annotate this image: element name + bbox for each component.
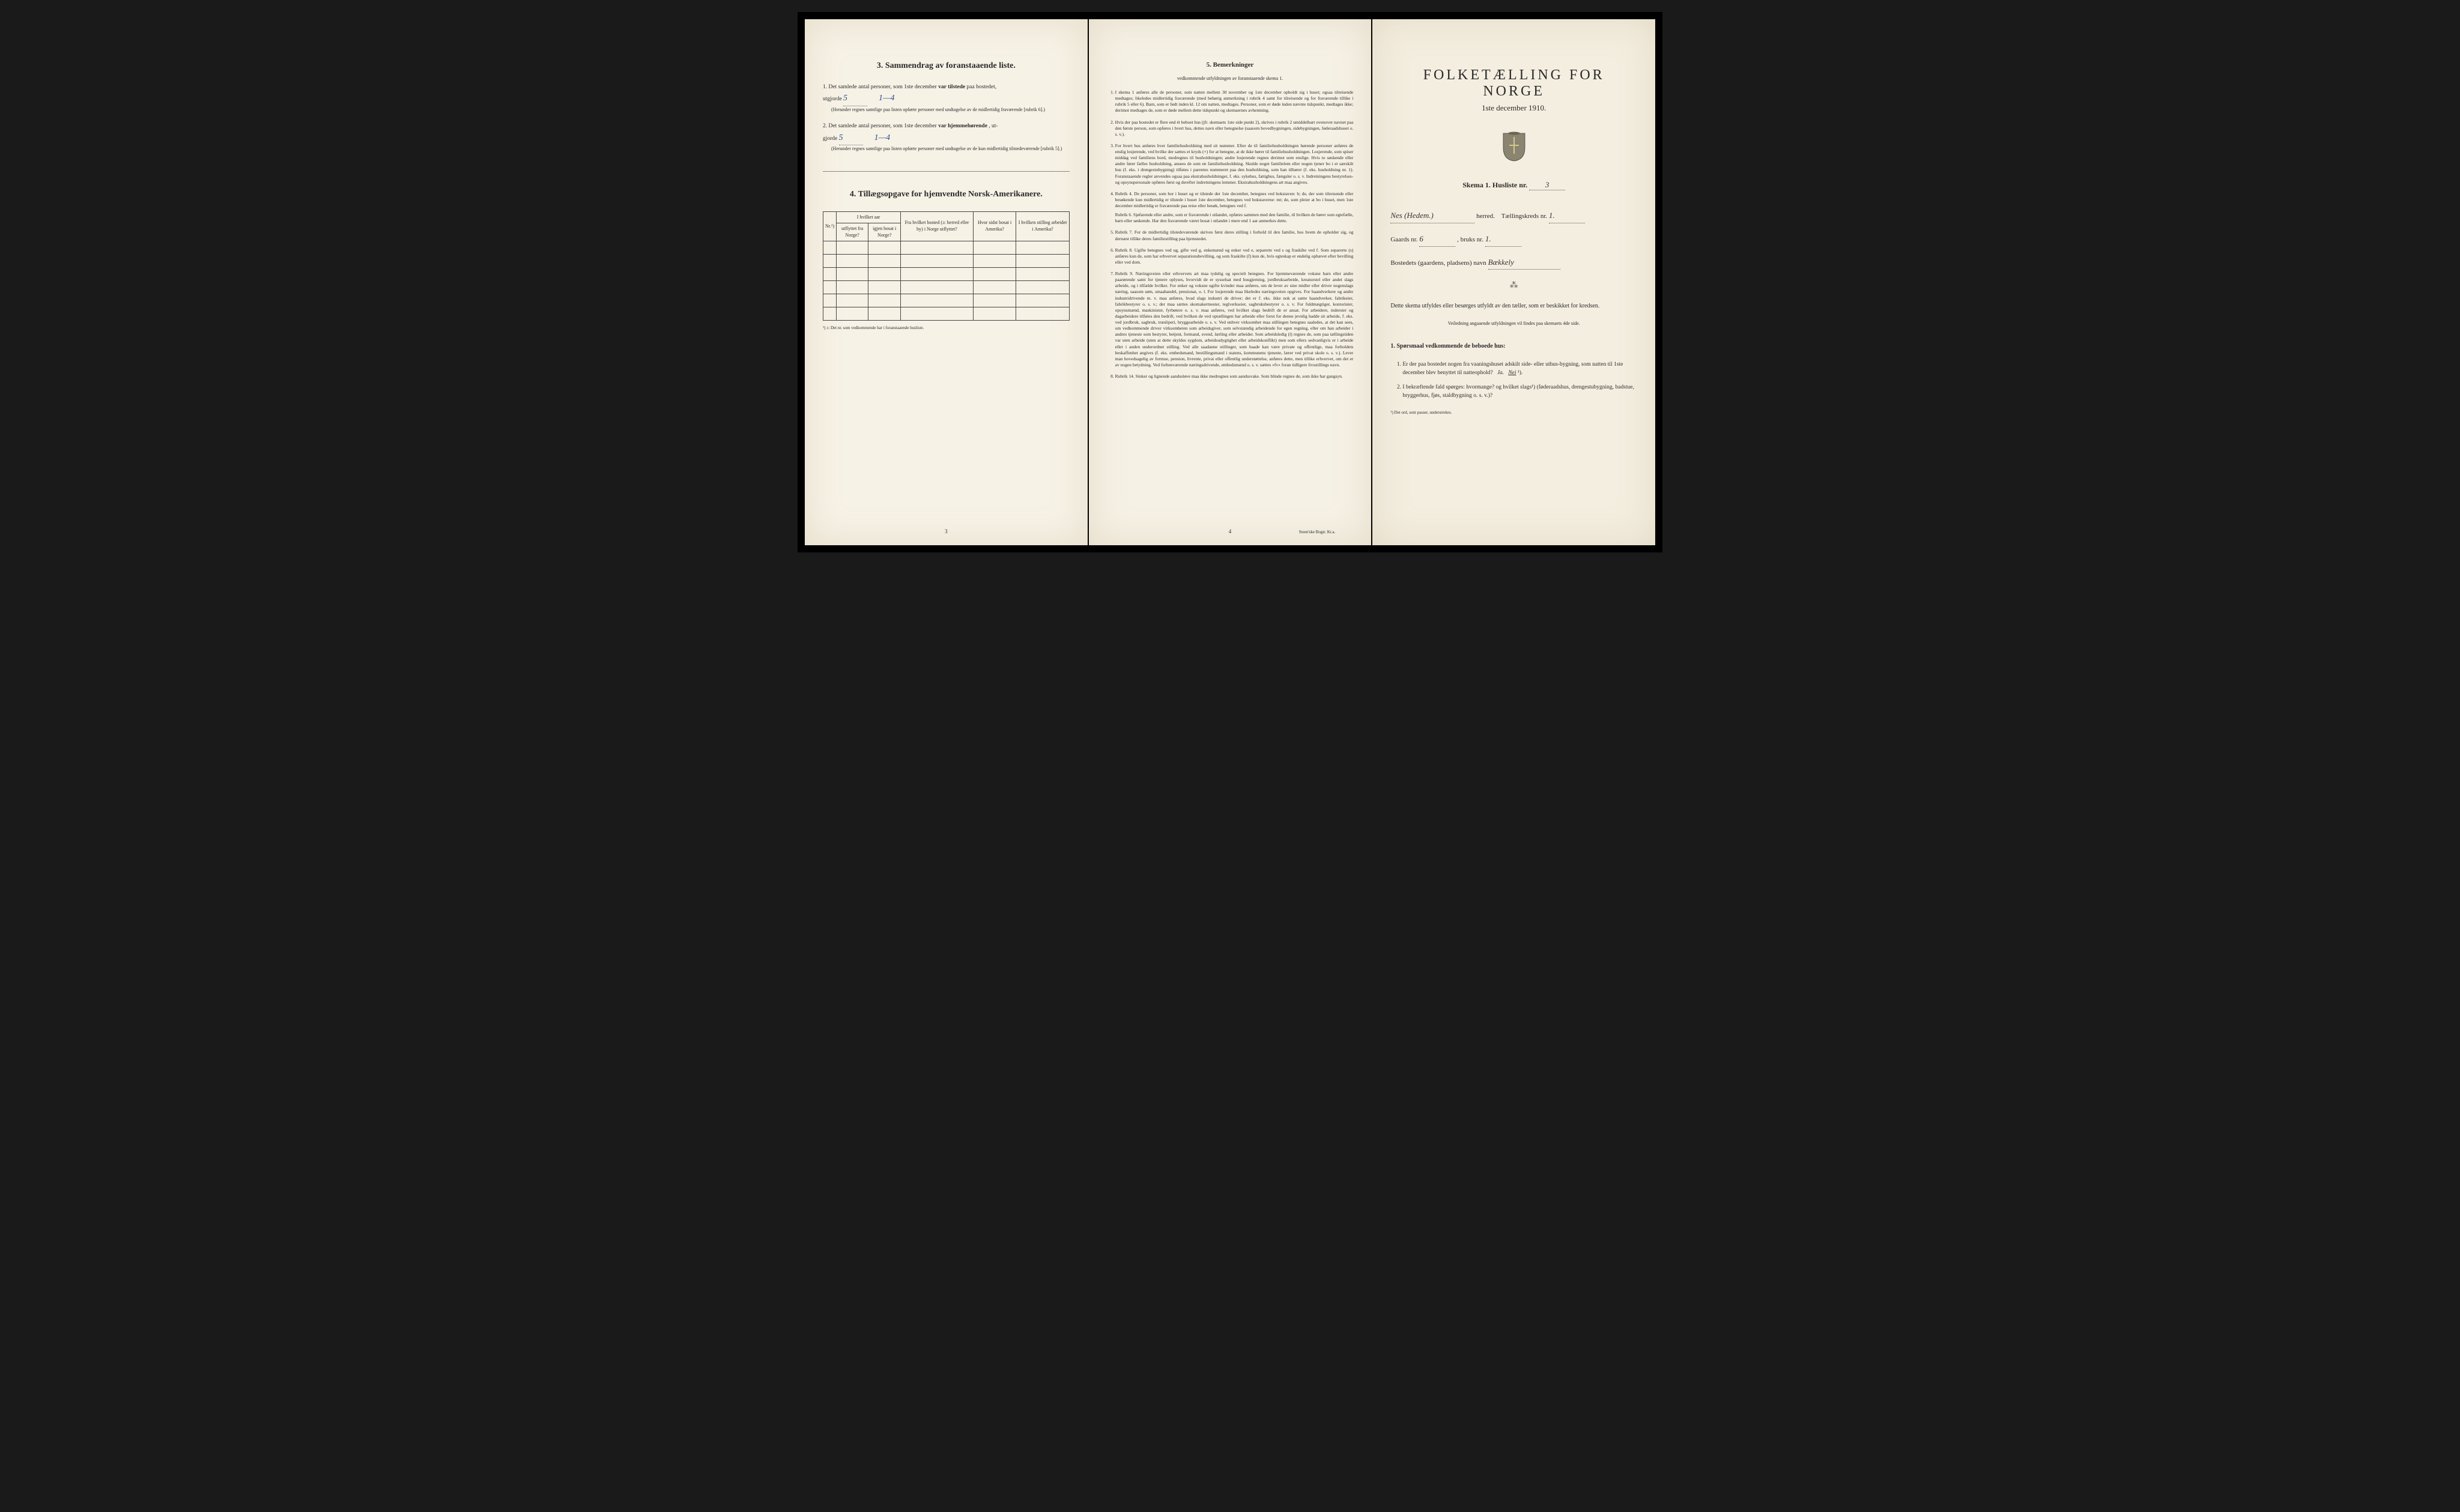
emigrant-table-body bbox=[823, 241, 1070, 320]
page-number: 3 bbox=[945, 528, 948, 534]
col-from: Fra hvilket bosted (ɔ: herred eller by) … bbox=[901, 211, 974, 241]
col-where: Hvor sidst bosat i Amerika? bbox=[973, 211, 1016, 241]
remark-item: Rubrik 7. For de midlertidig tilstedevær… bbox=[1115, 229, 1354, 241]
summary-item-2: 2. Det samlede antal personer, som 1ste … bbox=[823, 122, 1070, 153]
table-footnote: ¹) ɔ: Det nr. som vedkommende har i fora… bbox=[823, 325, 1070, 330]
skema-line: Skema 1. Husliste nr. 3 bbox=[1390, 180, 1637, 190]
remarks-list: I skema 1 anføres alle de personer, som … bbox=[1107, 89, 1354, 380]
remark-item: Rubrik 4. De personer, som bor i huset o… bbox=[1115, 191, 1354, 225]
hjemmehoerende-range: 1—4 bbox=[874, 133, 890, 142]
remark-item: Rubrik 8. Ugifte betegnes ved ug, gifte … bbox=[1115, 247, 1354, 265]
page-number: 4 bbox=[1229, 528, 1232, 534]
herred-value: Nes (Hedem.) bbox=[1390, 211, 1433, 220]
footnote: ¹) Det ord, som passer, understrekes. bbox=[1390, 410, 1637, 415]
q-heading: 1. Spørsmaal vedkommende de beboede hus: bbox=[1390, 343, 1505, 349]
remark-item: Hvis der paa bostedet er flere end ét be… bbox=[1115, 119, 1354, 138]
page-1-title: FOLKETÆLLING FOR NORGE 1ste december 191… bbox=[1372, 19, 1655, 545]
table-row bbox=[823, 294, 1070, 307]
item1-note: (Herunder regnes samtlige paa listen opf… bbox=[831, 106, 1070, 114]
section3-title: 3. Sammendrag av foranstaaende liste. bbox=[823, 61, 1070, 71]
col-year: I hvilket aar bbox=[837, 211, 901, 223]
remark-item: For hvert hus anføres hver familiehushol… bbox=[1115, 143, 1354, 186]
hjemmehoerende-count: 5 bbox=[839, 133, 843, 142]
printer-credit: Steen'ske Bogtr. Kr.a. bbox=[1299, 530, 1336, 534]
section4-title: 4. Tillægsopgave for hjemvendte Norsk-Am… bbox=[823, 190, 1070, 199]
question-1: Er der paa bostedet nogen fra vaaningshu… bbox=[1402, 360, 1637, 378]
table-row bbox=[823, 280, 1070, 294]
remark-item: Rubrik 14. Sinker og lignende aandssløve… bbox=[1115, 373, 1354, 380]
bruks-value: 1. bbox=[1485, 234, 1491, 243]
rubrik-6: Rubrik 6. Sjøfarende eller andre, som er… bbox=[1115, 212, 1354, 224]
bosted-line: Bostedets (gaardens, pladsens) navn Bækk… bbox=[1390, 255, 1637, 270]
table-row bbox=[823, 241, 1070, 254]
kretsnr-value: 1. bbox=[1549, 211, 1555, 220]
tilstede-count: 5 bbox=[843, 94, 847, 103]
herred-line: Nes (Hedem.) herred. Tællingskreds nr. 1… bbox=[1390, 208, 1637, 223]
remarks-subtitle: vedkommende utfyldningen av foranstaaend… bbox=[1107, 76, 1354, 81]
remark-item: Rubrik 9. Næringsveien eller erhvervets … bbox=[1115, 271, 1354, 368]
document-tri-fold: 3. Sammendrag av foranstaaende liste. 1.… bbox=[798, 12, 1662, 552]
husliste-nr: 3 bbox=[1545, 180, 1550, 189]
col-job: I hvilken stilling arbeidet i Amerika? bbox=[1016, 211, 1069, 241]
gaards-line: Gaards nr. 6 , bruks nr. 1. bbox=[1390, 232, 1637, 247]
census-date: 1ste december 1910. bbox=[1390, 103, 1637, 113]
bosted-value: Bækkely bbox=[1488, 258, 1514, 267]
remarks-title: 5. Bemerkninger bbox=[1107, 61, 1354, 68]
remark-item: I skema 1 anføres alle de personer, som … bbox=[1115, 89, 1354, 114]
ornament-icon: ⁂ bbox=[1390, 280, 1637, 291]
instructions: Dette skema utfyldes eller besørges utfy… bbox=[1390, 301, 1637, 310]
summary-item-1: 1. Det samlede antal personer, som 1ste … bbox=[823, 83, 1070, 113]
question-2: I bekræftende fald spørges: hvormange? o… bbox=[1402, 383, 1637, 401]
page-3-summary: 3. Sammendrag av foranstaaende liste. 1.… bbox=[805, 19, 1088, 545]
table-row bbox=[823, 307, 1070, 320]
table-row bbox=[823, 267, 1070, 280]
coat-of-arms-icon bbox=[1390, 131, 1637, 162]
col-year-back: igjen bosat i Norge? bbox=[868, 223, 901, 241]
item2-note: (Herunder regnes samtlige paa listen opf… bbox=[831, 145, 1070, 153]
table-row bbox=[823, 254, 1070, 267]
emigrant-table: Nr.¹) I hvilket aar Fra hvilket bosted (… bbox=[823, 211, 1070, 321]
col-nr: Nr.¹) bbox=[823, 211, 837, 241]
question-list: Er der paa bostedet nogen fra vaaningshu… bbox=[1402, 360, 1637, 401]
census-title: FOLKETÆLLING FOR NORGE bbox=[1390, 67, 1637, 100]
col-year-out: utflyttet fra Norge? bbox=[837, 223, 868, 241]
instructions-sub: Veiledning angaaende utfyldningen vil fi… bbox=[1390, 320, 1637, 327]
answer-nei: Nei bbox=[1508, 370, 1516, 376]
tilstede-range: 1—4 bbox=[879, 94, 894, 103]
page-4-remarks: 5. Bemerkninger vedkommende utfyldningen… bbox=[1089, 19, 1372, 545]
gaards-value: 6 bbox=[1419, 234, 1423, 243]
